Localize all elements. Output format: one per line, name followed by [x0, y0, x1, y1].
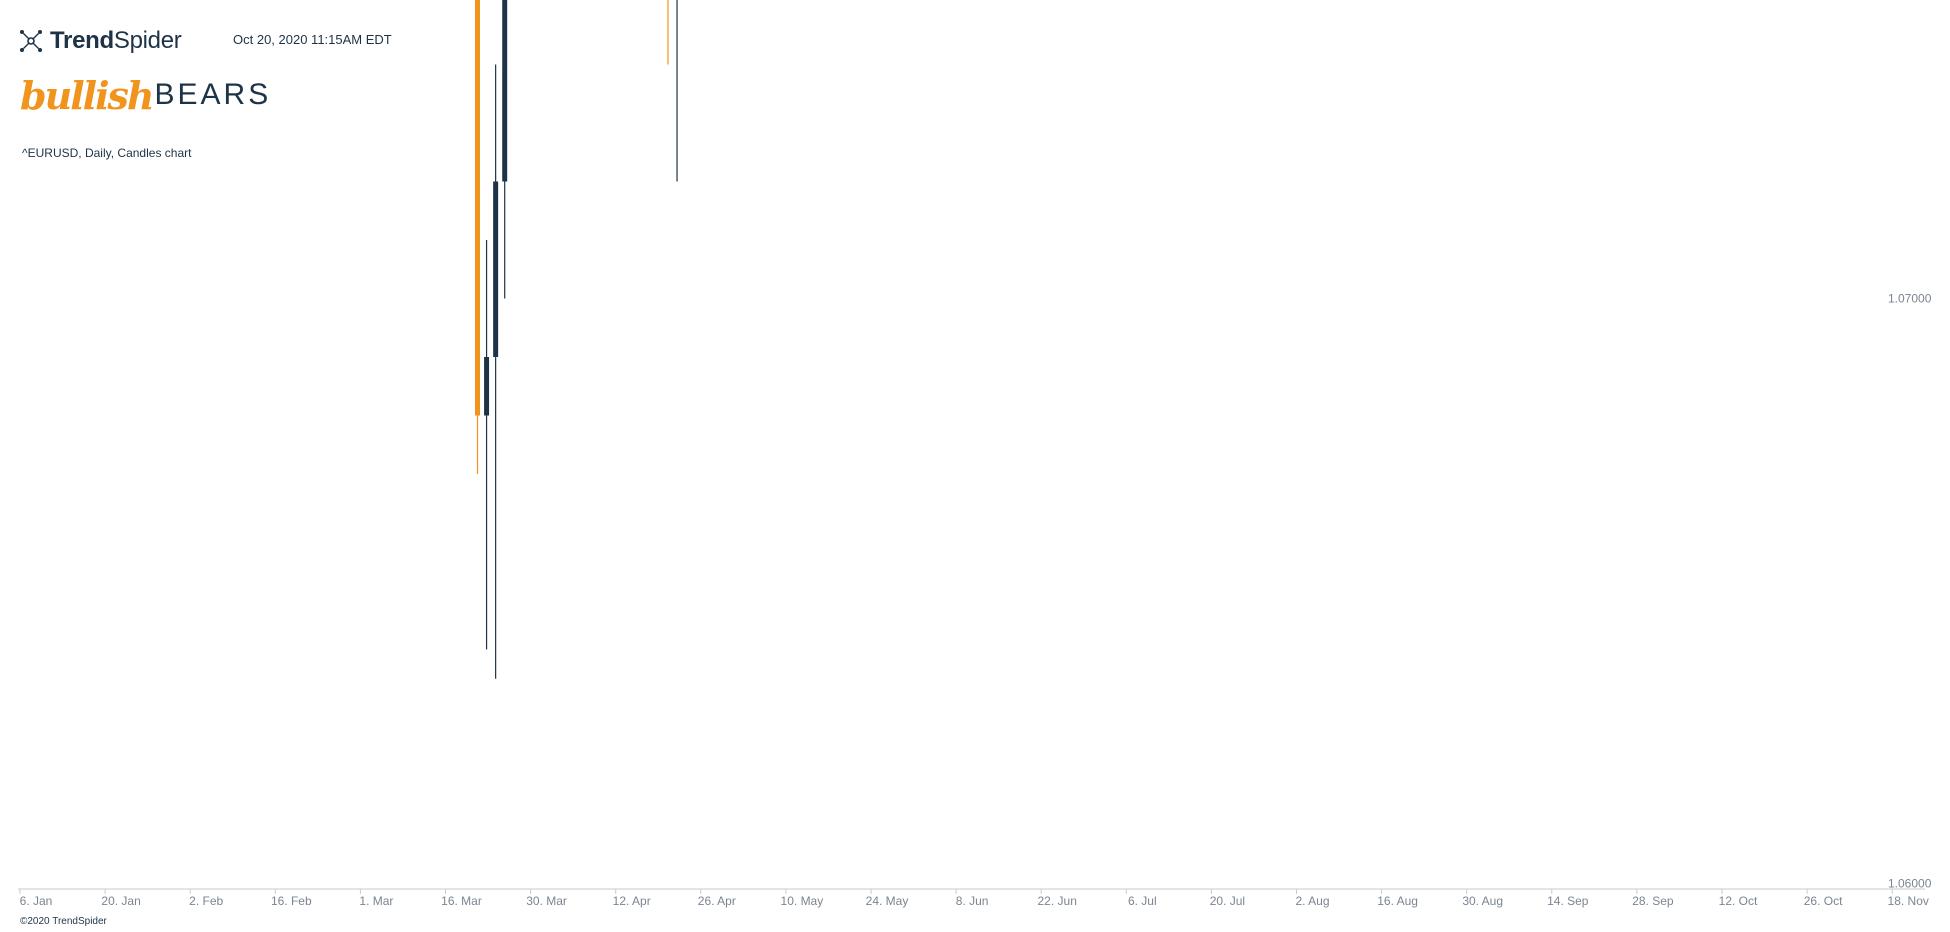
x-tick-label: 12. Oct	[1719, 894, 1758, 908]
x-tick-label: 1. Mar	[359, 894, 393, 908]
candle-body	[502, 0, 508, 182]
date-axis: 6. Jan 20. Jan 2. Feb 16. Feb 1. Mar 16. Mar 3…	[18, 888, 1929, 908]
x-tick-label: 6. Jul	[1128, 894, 1157, 908]
logo-bold-text: Trend	[50, 27, 114, 54]
candles-layer	[475, 0, 678, 679]
x-tick-label: 16. Mar	[441, 894, 482, 908]
x-tick-label: 26. Oct	[1804, 894, 1843, 908]
x-tick-label: 24. May	[866, 894, 909, 908]
x-tick-label: 20. Jan	[101, 894, 140, 908]
candle-body	[493, 181, 499, 357]
x-tick-label: 16. Feb	[271, 894, 312, 908]
candle	[502, 0, 508, 299]
chart-symbol-label: ^EURUSD, Daily, Candles chart	[22, 146, 192, 160]
x-tick-label: 10. May	[781, 894, 824, 908]
brand-caps-text: BEARS	[154, 78, 272, 111]
candle-body	[475, 0, 480, 416]
bullish-bears-logo: bullish BEARS	[20, 72, 271, 118]
x-tick-label: 30. Mar	[526, 894, 567, 908]
x-tick-label: 26. Apr	[698, 894, 736, 908]
x-tick-label: 14. Sep	[1547, 894, 1589, 908]
x-tick-label: 18. Nov	[1888, 894, 1929, 908]
x-tick-label: 22. Jun	[1038, 894, 1077, 908]
candle	[667, 0, 669, 65]
trendspider-spider-icon	[20, 30, 42, 52]
x-tick-label: 30. Aug	[1462, 894, 1503, 908]
brand-script-text: bullish	[20, 72, 155, 118]
trendspider-logo: TrendSpider	[18, 26, 182, 56]
x-tick-label: 2. Aug	[1295, 894, 1329, 908]
candle	[484, 240, 490, 650]
x-tick-label: 20. Jul	[1210, 894, 1245, 908]
candle	[475, 0, 480, 474]
x-tick-label: 12. Apr	[613, 894, 651, 908]
candle	[676, 0, 678, 182]
copyright-text: ©2020 TrendSpider	[20, 916, 107, 927]
price-axis: 1.060001.070001.080001.090001.100001.110…	[1888, 292, 1932, 891]
chart-timestamp: Oct 20, 2020 11:15AM EDT	[233, 32, 392, 47]
x-tick-label: 16. Aug	[1377, 894, 1418, 908]
x-tick-label: 28. Sep	[1632, 894, 1674, 908]
candle	[493, 64, 499, 679]
x-tick-label: 6. Jan	[20, 894, 53, 908]
x-tick-label: 8. Jun	[956, 894, 989, 908]
trendspider-wordmark: TrendSpider	[50, 27, 182, 55]
x-tick-label: 2. Feb	[189, 894, 223, 908]
logo-light-text: Spider	[113, 27, 182, 54]
y-tick-label: 1.06000	[1888, 877, 1932, 891]
candle-body	[484, 357, 490, 416]
y-tick-label: 1.07000	[1888, 292, 1932, 306]
